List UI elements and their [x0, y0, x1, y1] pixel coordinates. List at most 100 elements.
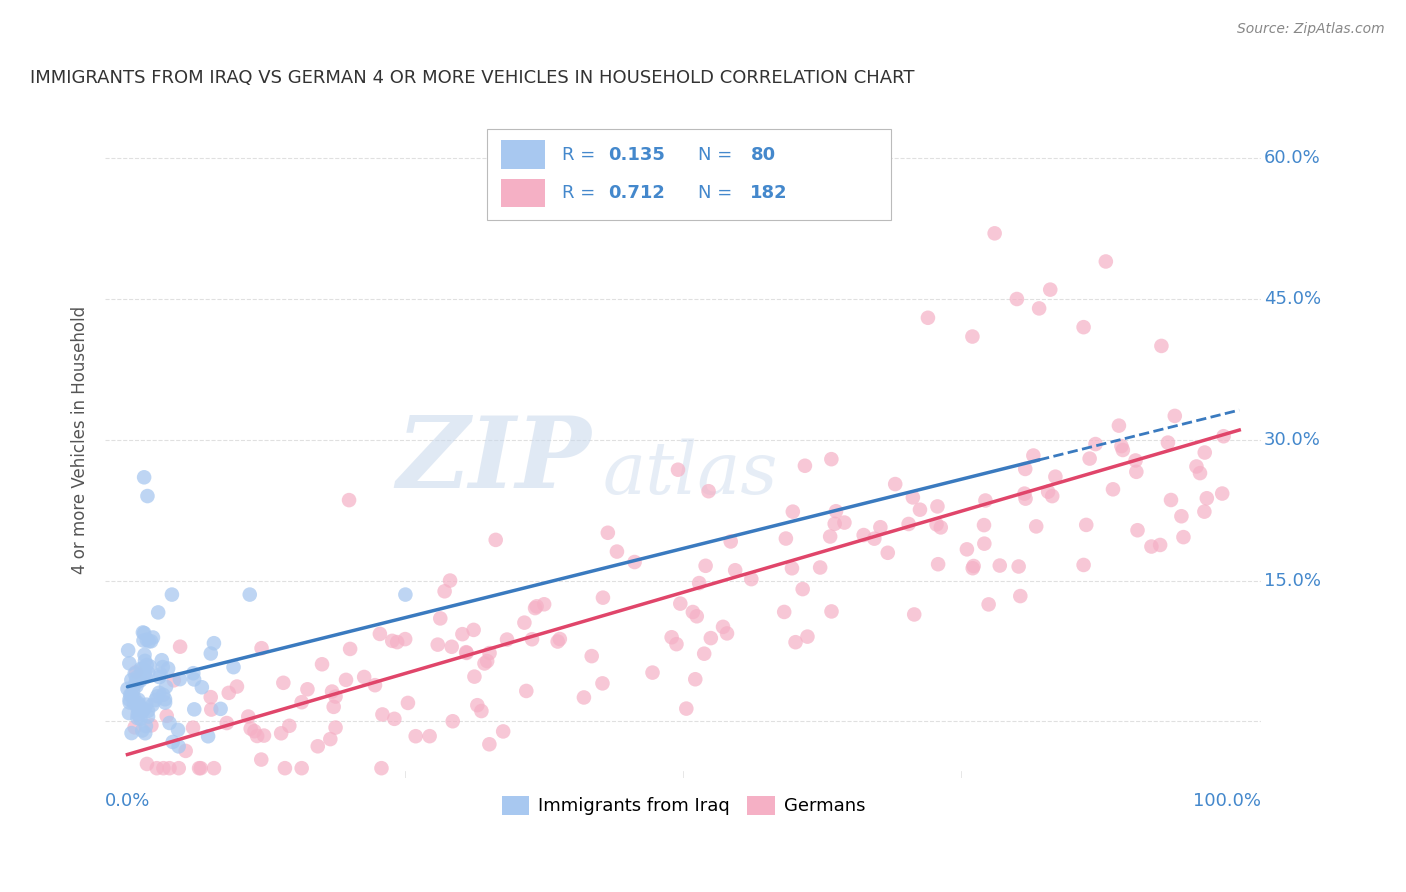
Point	[131, 662, 153, 676]
Point	[118, 657, 141, 671]
Point	[125, 665, 148, 680]
Point	[441, 714, 464, 729]
Point	[222, 660, 245, 674]
Point	[548, 632, 571, 646]
Point	[1010, 589, 1032, 603]
Point	[128, 700, 150, 714]
Point	[463, 670, 485, 684]
Point	[1211, 486, 1233, 500]
Point	[322, 699, 344, 714]
Point	[927, 500, 949, 514]
Point	[1084, 437, 1107, 451]
Point	[122, 684, 145, 698]
Point	[364, 678, 387, 692]
Point	[325, 690, 347, 704]
Point	[475, 654, 498, 668]
Point	[121, 726, 143, 740]
Point	[278, 719, 301, 733]
Point	[983, 227, 1005, 241]
Point	[120, 688, 142, 702]
Point	[697, 484, 720, 499]
Point	[200, 702, 222, 716]
Point	[159, 761, 181, 775]
Point	[125, 670, 148, 684]
Point	[169, 672, 191, 686]
Point	[456, 645, 478, 659]
Text: 80: 80	[751, 145, 776, 163]
Point	[321, 684, 343, 698]
Point	[897, 516, 920, 531]
FancyBboxPatch shape	[501, 140, 544, 169]
FancyBboxPatch shape	[486, 129, 891, 220]
Point	[135, 719, 157, 733]
Point	[156, 709, 179, 723]
Point	[319, 732, 342, 747]
Point	[1045, 469, 1067, 483]
Point	[274, 761, 297, 775]
Point	[716, 626, 738, 640]
Point	[526, 599, 548, 614]
Point	[962, 561, 984, 575]
Point	[191, 680, 214, 694]
Point	[740, 572, 762, 586]
Point	[127, 711, 149, 725]
Point	[125, 673, 148, 688]
Text: 0.0%: 0.0%	[105, 791, 150, 810]
Point	[127, 693, 149, 707]
Point	[1036, 484, 1059, 499]
Point	[138, 634, 160, 648]
Text: 100.0%: 100.0%	[1194, 791, 1261, 810]
Point	[188, 761, 211, 775]
Point	[120, 688, 142, 702]
Point	[1173, 530, 1195, 544]
Point	[142, 631, 165, 645]
Point	[181, 721, 204, 735]
Point	[711, 620, 734, 634]
Point	[1040, 489, 1063, 503]
Point	[202, 636, 225, 650]
Point	[1157, 435, 1180, 450]
Point	[927, 558, 949, 572]
Point	[239, 588, 262, 602]
Point	[132, 633, 155, 648]
Point	[124, 678, 146, 692]
Point	[200, 647, 222, 661]
Point	[669, 597, 692, 611]
Point	[145, 693, 167, 707]
Point	[202, 761, 225, 775]
Point	[136, 756, 159, 771]
Point	[174, 744, 197, 758]
Point	[693, 647, 716, 661]
Point	[239, 722, 262, 736]
Point	[118, 706, 141, 720]
Point	[824, 516, 846, 531]
Text: 15.0%: 15.0%	[1264, 572, 1320, 590]
Point	[253, 729, 276, 743]
Point	[474, 657, 496, 671]
Point	[190, 761, 212, 775]
Point	[665, 637, 688, 651]
Point	[1095, 254, 1118, 268]
Point	[973, 518, 995, 533]
Point	[183, 673, 205, 687]
Point	[209, 702, 232, 716]
Point	[808, 560, 831, 574]
Point	[129, 673, 152, 688]
Point	[426, 638, 449, 652]
Point	[127, 696, 149, 710]
Text: 60.0%: 60.0%	[1264, 149, 1320, 168]
Point	[1039, 283, 1062, 297]
Point	[117, 681, 139, 696]
Point	[124, 666, 146, 681]
Point	[125, 679, 148, 693]
Point	[467, 698, 489, 713]
Point	[1164, 409, 1187, 423]
Text: R =: R =	[562, 184, 600, 202]
Point	[311, 657, 333, 672]
Text: 45.0%: 45.0%	[1264, 290, 1320, 308]
Point	[852, 528, 875, 542]
Point	[1014, 462, 1036, 476]
Point	[775, 532, 797, 546]
Point	[136, 709, 159, 723]
Point	[337, 493, 360, 508]
